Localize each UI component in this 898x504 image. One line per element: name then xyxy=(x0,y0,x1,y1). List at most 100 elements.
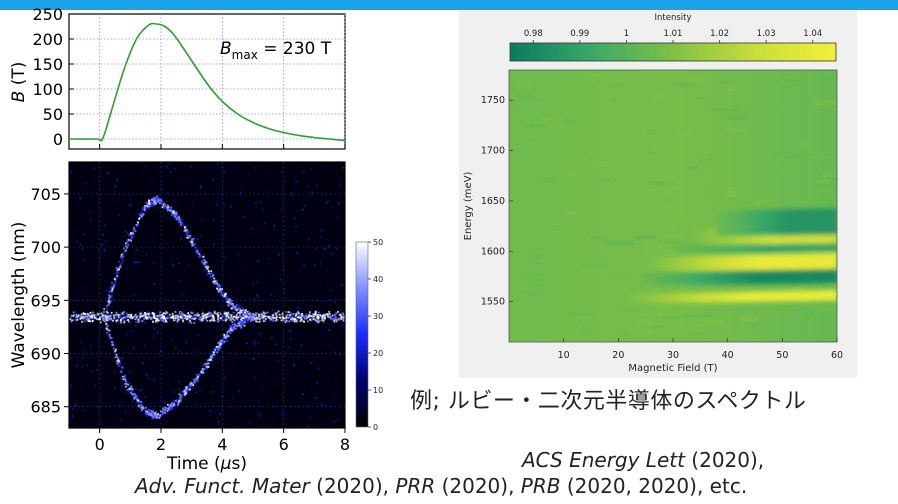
emission-point xyxy=(118,361,121,364)
emission-point xyxy=(236,318,238,321)
intensity-colorbar-tick-label: 1 xyxy=(624,29,629,39)
texture-patch xyxy=(648,196,669,202)
emission-point xyxy=(118,360,121,363)
emission-point xyxy=(166,408,168,411)
noise-speck xyxy=(154,207,157,210)
texture-patch xyxy=(753,200,767,204)
noise-speck xyxy=(232,332,235,335)
noise-speck xyxy=(258,399,261,402)
emission-point xyxy=(223,341,226,344)
emission-point xyxy=(227,299,230,302)
emission-point xyxy=(244,316,246,319)
texture-patch xyxy=(816,179,830,184)
noise-speck xyxy=(222,352,224,354)
emission-point xyxy=(121,375,124,378)
emission-point xyxy=(159,198,162,201)
noise-speck xyxy=(96,170,99,172)
emission-point xyxy=(328,311,331,313)
emission-point xyxy=(181,311,183,314)
emission-point xyxy=(97,314,100,317)
noise-speck xyxy=(334,380,337,382)
emission-point xyxy=(160,315,162,318)
noise-speck xyxy=(161,187,163,190)
emission-point xyxy=(183,390,186,393)
noise-speck xyxy=(297,307,300,309)
emission-point xyxy=(216,345,218,348)
emission-point xyxy=(230,329,232,332)
emission-point xyxy=(79,318,81,320)
emission-point xyxy=(213,356,216,358)
emission-point xyxy=(152,411,154,414)
texture-patch xyxy=(568,312,595,316)
emission-point xyxy=(117,272,119,275)
emission-point xyxy=(179,400,182,402)
energy-band-segment xyxy=(796,240,804,252)
emission-point xyxy=(105,316,107,319)
emission-point xyxy=(127,239,130,241)
emission-point xyxy=(207,362,210,365)
noise-speck xyxy=(224,376,226,379)
top-accent-bar xyxy=(0,0,898,10)
emission-point xyxy=(231,325,234,328)
noise-speck xyxy=(296,343,298,346)
emission-point xyxy=(216,313,218,316)
emission-point xyxy=(247,314,250,317)
emission-point xyxy=(334,316,336,318)
noise-speck xyxy=(277,191,279,193)
energy-band-segment xyxy=(673,272,682,286)
noise-speck xyxy=(269,217,271,220)
emission-point xyxy=(120,319,122,321)
emission-point xyxy=(242,322,244,325)
energy-band-segment xyxy=(768,241,777,252)
wavelength-heatmap-traces xyxy=(69,195,345,420)
emission-point xyxy=(236,309,239,311)
noise-speck xyxy=(323,167,326,170)
emission-point xyxy=(244,315,246,317)
energy-band-segment xyxy=(727,241,736,253)
energy-band-segment xyxy=(786,209,793,236)
noise-speck xyxy=(85,349,87,351)
noise-speck xyxy=(146,413,149,416)
emission-point xyxy=(321,315,324,318)
noise-speck xyxy=(342,424,345,427)
emission-point xyxy=(123,317,125,320)
emission-point xyxy=(201,371,204,373)
emission-point xyxy=(188,387,190,390)
emission-point xyxy=(343,315,345,318)
emission-point xyxy=(180,223,182,226)
emission-point xyxy=(278,313,281,316)
noise-speck xyxy=(324,406,326,408)
noise-speck xyxy=(193,276,196,278)
emission-point xyxy=(314,310,317,313)
noise-speck xyxy=(297,211,299,213)
emission-point xyxy=(122,259,124,262)
emission-point xyxy=(204,264,207,267)
bfield-plot-area xyxy=(68,13,346,150)
noise-speck xyxy=(175,305,178,307)
emission-point xyxy=(109,314,112,317)
noise-speck xyxy=(95,399,97,401)
noise-speck xyxy=(183,309,185,311)
emission-point xyxy=(106,311,109,314)
emission-point xyxy=(325,313,327,315)
energy-band-segment xyxy=(782,240,790,252)
emission-point xyxy=(240,320,243,323)
noise-speck xyxy=(321,294,324,296)
noise-speck xyxy=(187,182,190,184)
emission-point xyxy=(317,314,319,316)
noise-speck xyxy=(255,202,257,204)
emission-point xyxy=(319,314,321,317)
noise-speck xyxy=(315,368,318,370)
noise-speck xyxy=(237,254,240,256)
energy-x-tick-label: 10 xyxy=(558,350,570,361)
noise-speck xyxy=(143,211,145,213)
reference-year: (2020), xyxy=(435,474,521,498)
texture-patch xyxy=(566,171,576,177)
emission-point xyxy=(159,414,161,417)
emission-point xyxy=(253,316,255,319)
emission-point xyxy=(166,312,169,314)
emission-point xyxy=(88,314,91,317)
noise-speck xyxy=(197,288,199,291)
noise-speck xyxy=(324,168,326,171)
emission-point xyxy=(173,402,176,405)
